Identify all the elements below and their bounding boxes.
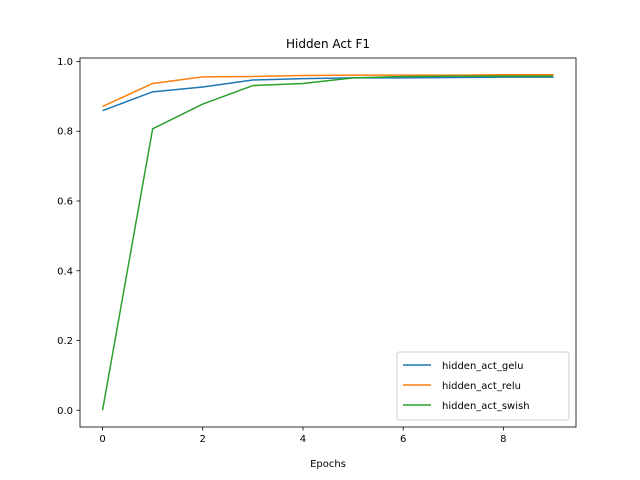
legend: hidden_act_gelu hidden_act_relu hidden_act…	[396, 351, 570, 421]
x-tick-label: 6	[400, 434, 406, 445]
x-axis-title: Epochs	[310, 459, 346, 470]
series-line-hidden_act_relu	[102, 73, 554, 108]
y-tick-label: 0.8	[57, 127, 73, 138]
series-layer	[101, 73, 554, 411]
x-tick-label: 4	[300, 434, 306, 445]
axes-layer: 0 2 4 6 8 0.0 0.2 0.4 0.6 0.8 1.0	[57, 57, 577, 445]
y-tick-label: 0.4	[57, 266, 73, 277]
x-tick-label: 8	[500, 434, 506, 445]
legend-box	[396, 351, 570, 421]
x-tick-label: 0	[99, 434, 105, 445]
x-tick-label: 2	[200, 434, 206, 445]
series-line-hidden_act_gelu	[102, 76, 554, 112]
series-line-hidden_act_swish	[101, 75, 554, 411]
axes-frame	[79, 57, 577, 428]
legend-label-hidden_act_relu: hidden_act_relu	[442, 381, 521, 392]
y-tick-label: 0.2	[57, 336, 73, 347]
y-tick-label: 1.0	[57, 57, 73, 68]
legend-label-hidden_act_swish: hidden_act_swish	[442, 401, 530, 412]
legend-label-hidden_act_gelu: hidden_act_gelu	[442, 361, 523, 372]
y-tick-label: 0.0	[57, 406, 73, 417]
y-tick-label: 0.6	[57, 196, 73, 207]
chart-title: Hidden Act F1	[286, 37, 370, 51]
